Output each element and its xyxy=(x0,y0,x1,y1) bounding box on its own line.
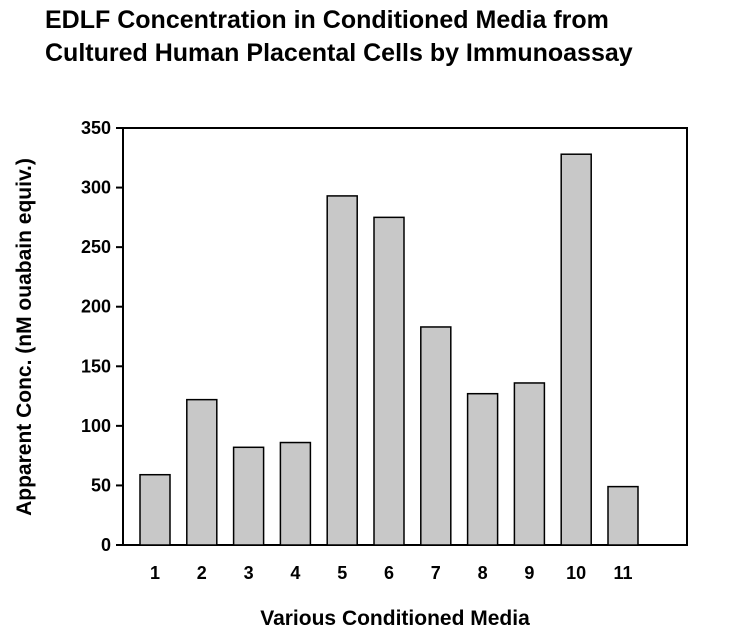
x-axis-label: Various Conditioned Media xyxy=(260,607,530,630)
bar-2 xyxy=(186,398,218,546)
bar-5 xyxy=(326,195,358,546)
x-tick-label: 7 xyxy=(431,563,441,583)
x-tick-label: 8 xyxy=(478,563,488,583)
y-axis-label: Apparent Conc. (nM ouabain equiv.) xyxy=(13,158,36,516)
bar-11 xyxy=(607,485,639,546)
bar-8 xyxy=(466,392,499,546)
bars-group xyxy=(139,153,639,546)
chart-title: EDLF Concentration in Conditioned Media … xyxy=(45,4,735,70)
y-tick-label: 350 xyxy=(81,118,111,138)
x-tick-label: 9 xyxy=(524,563,534,583)
y-tick-label: 300 xyxy=(81,178,111,198)
y-tick-label: 50 xyxy=(91,475,111,495)
y-tick-label: 250 xyxy=(81,237,111,257)
bar-10 xyxy=(560,153,592,546)
y-axis-ticks: 0 50 100 150 200 250 300 350 xyxy=(81,118,123,555)
bar-3 xyxy=(232,446,265,546)
plot-frame xyxy=(122,127,688,546)
x-tick-label: 3 xyxy=(244,563,254,583)
y-tick-label: 0 xyxy=(101,535,111,555)
bar-6 xyxy=(373,216,405,546)
y-tick-label: 200 xyxy=(81,297,111,317)
x-tick-label: 10 xyxy=(566,563,586,583)
x-tick-label: 4 xyxy=(290,563,300,583)
bar-1 xyxy=(139,473,171,546)
x-tick-label: 6 xyxy=(384,563,394,583)
chart-title-line-1: EDLF Concentration in Conditioned Media … xyxy=(45,6,609,34)
y-tick-label: 100 xyxy=(81,416,111,436)
plot-area xyxy=(122,127,688,546)
y-tick-label: 150 xyxy=(81,356,111,376)
bar-7 xyxy=(420,326,452,546)
bar-4 xyxy=(279,441,312,546)
x-tick-label: 5 xyxy=(337,563,347,583)
bar-9 xyxy=(513,382,546,546)
x-tick-label: 1 xyxy=(150,563,160,583)
x-tick-label: 11 xyxy=(613,563,632,583)
x-axis-ticks: 1 2 3 4 5 6 7 8 9 10 11 xyxy=(150,563,633,583)
x-tick-label: 2 xyxy=(197,563,207,583)
chart-title-line-2: Cultured Human Placental Cells by Immuno… xyxy=(45,39,633,67)
